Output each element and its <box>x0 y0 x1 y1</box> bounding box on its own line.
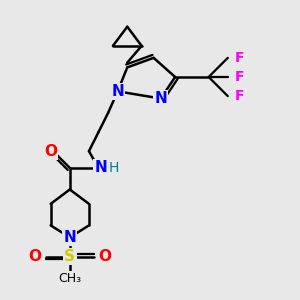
Text: N: N <box>111 84 124 99</box>
Text: O: O <box>44 144 57 159</box>
Text: N: N <box>94 160 107 175</box>
Text: CH₃: CH₃ <box>58 272 81 285</box>
Text: F: F <box>235 51 244 65</box>
Text: O: O <box>98 249 112 264</box>
Text: S: S <box>64 249 75 264</box>
Text: F: F <box>235 89 244 103</box>
Text: O: O <box>28 249 41 264</box>
Text: N: N <box>154 91 167 106</box>
Text: N: N <box>63 230 76 245</box>
Text: H: H <box>109 161 119 175</box>
Text: F: F <box>235 70 244 84</box>
